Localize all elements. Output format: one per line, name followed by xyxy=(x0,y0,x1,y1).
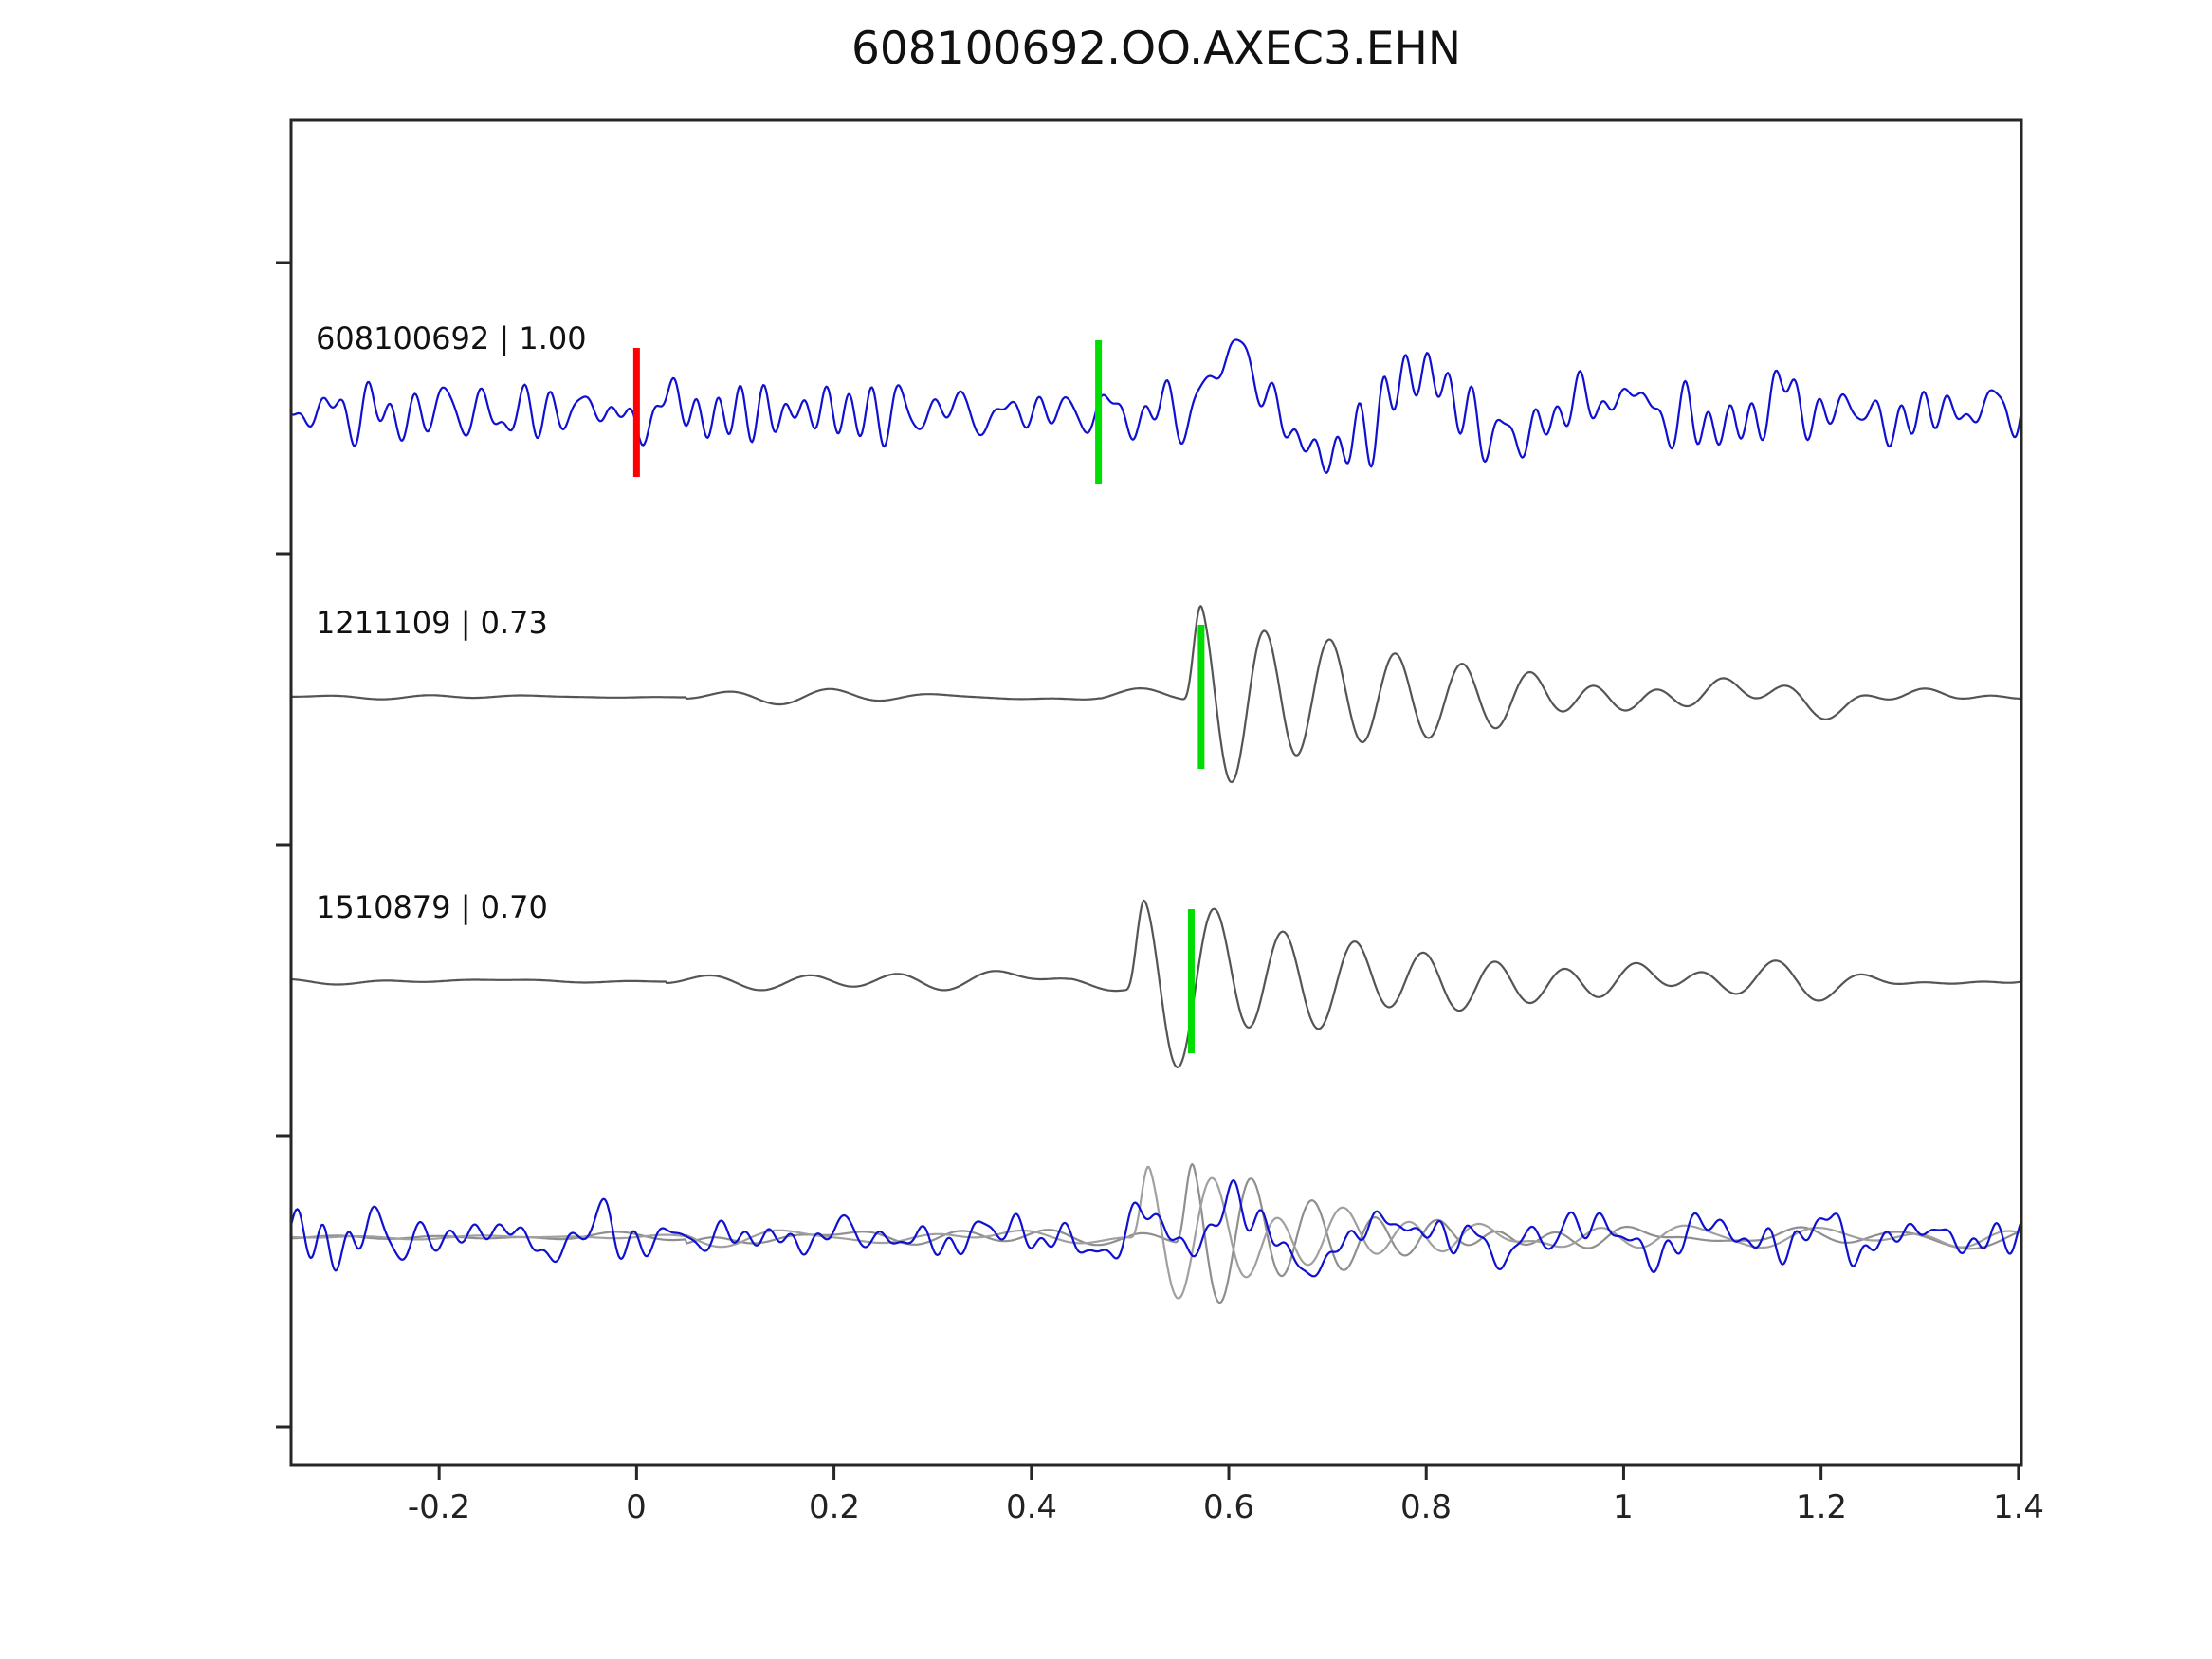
x-tick-label: 1.2 xyxy=(1795,1488,1848,1526)
axis-box xyxy=(289,118,2023,1467)
trace-path-1 xyxy=(291,605,2021,784)
overlay-trace-2 xyxy=(291,1179,2021,1278)
x-tick-label: -0.2 xyxy=(407,1488,471,1526)
x-tick-label: 0.8 xyxy=(1399,1488,1453,1526)
overlay-trace-1 xyxy=(291,1165,2021,1300)
trace-path-2 xyxy=(291,899,2021,1068)
trace-label-template-1: 1211109 | 0.73 xyxy=(316,605,548,641)
x-tick-label: 0.6 xyxy=(1202,1488,1255,1526)
overlay-trace-0 xyxy=(291,1162,2021,1304)
x-tick-label: 0 xyxy=(626,1488,647,1526)
x-tick-label: 0.4 xyxy=(1005,1488,1058,1526)
trace-path-0 xyxy=(291,338,2021,474)
trace-label-target: 608100692 | 1.00 xyxy=(316,320,587,356)
x-tick-label: 1 xyxy=(1613,1488,1634,1526)
chart-title: 608100692.OO.AXEC3.EHN xyxy=(851,23,1461,75)
x-tick-label: 0.2 xyxy=(808,1488,861,1526)
x-tick-label: 1.4 xyxy=(1992,1488,2045,1526)
trace-label-template-2: 1510879 | 0.70 xyxy=(316,889,548,925)
